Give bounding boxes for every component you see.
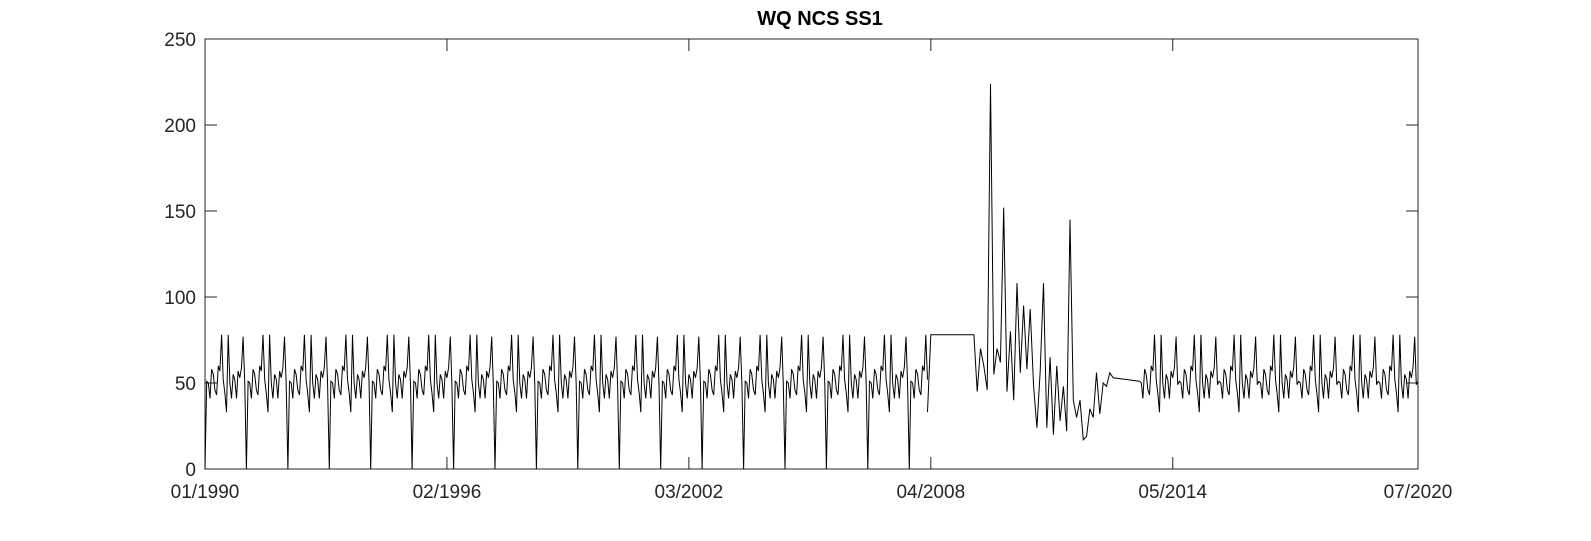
x-tick-label: 04/2008	[896, 482, 965, 503]
y-tick-label: 150	[164, 202, 196, 223]
x-tick-label: 01/1990	[171, 482, 240, 503]
y-tick-label: 50	[175, 374, 196, 395]
y-tick-label: 100	[164, 288, 196, 309]
x-tick-label: 07/2020	[1384, 482, 1453, 503]
y-tick-label: 200	[164, 116, 196, 137]
y-tick-label: 250	[164, 30, 196, 51]
series-line-2	[927, 83, 1140, 441]
chart-title: WQ NCS SS1	[757, 8, 883, 30]
plot-area-box	[204, 38, 1419, 470]
x-tick-label: 05/2014	[1138, 482, 1207, 503]
y-tick-label: 0	[185, 460, 196, 481]
x-tick-label: 03/2002	[655, 482, 724, 503]
series-line-1	[204, 334, 928, 470]
x-tick-label: 02/1996	[413, 482, 482, 503]
series-line-3	[1139, 334, 1419, 413]
